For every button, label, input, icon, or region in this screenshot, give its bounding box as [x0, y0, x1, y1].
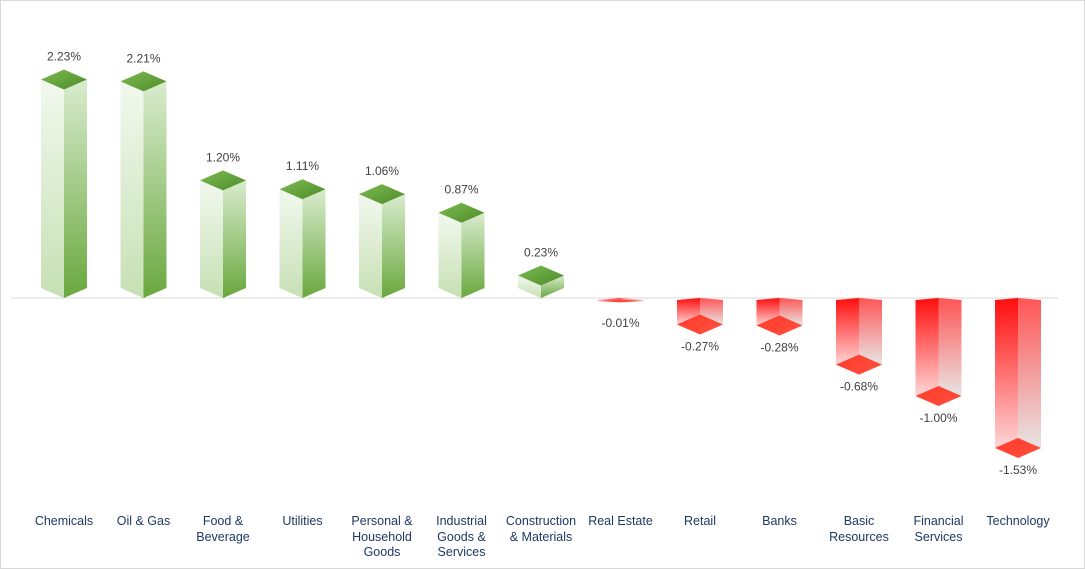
data-label: 0.23%: [524, 245, 558, 259]
category-label-line: Goods &: [437, 529, 486, 544]
data-label: -0.27%: [681, 339, 719, 353]
category-label: Retail: [661, 514, 739, 530]
category-label: Banks: [741, 514, 819, 530]
data-label: 1.11%: [286, 159, 319, 173]
bar-top-face: [200, 170, 246, 191]
data-label: -0.68%: [840, 380, 878, 394]
bar-top-face: [41, 69, 87, 90]
bar-bottom-face: [677, 314, 723, 335]
bar-front-face: [518, 275, 541, 298]
category-label: Financial Services: [900, 514, 978, 545]
category-label: Technology: [979, 514, 1057, 530]
bar-bottom-face: [995, 437, 1041, 458]
bar-top-face: [279, 179, 326, 200]
category-label-line: Services: [914, 529, 963, 544]
category-label-line: Financial: [913, 514, 964, 528]
bar-top-face: [438, 202, 485, 223]
category-label-line: Oil & Gas: [116, 514, 171, 528]
bar-side-face: [223, 180, 246, 298]
bar-front-face: [836, 298, 859, 365]
bar-side-face: [859, 298, 882, 365]
data-label: -1.00%: [919, 411, 957, 425]
category-label-line: Chemicals: [34, 514, 94, 528]
category-label: Construction & Materials: [502, 514, 580, 545]
data-label: -1.53%: [999, 463, 1037, 477]
category-label-line: Retail: [684, 514, 716, 528]
category-label-line: Technology: [986, 514, 1050, 528]
category-label: Real Estate: [582, 514, 660, 530]
category-label-line: Household: [352, 529, 412, 544]
bar-bottom-face: [756, 315, 803, 336]
bar-front-face: [120, 81, 144, 298]
bar-side-face: [541, 275, 564, 298]
category-label-line: Industrial: [436, 514, 487, 528]
bar-side-face: [1018, 298, 1041, 448]
category-label-line: & Materials: [509, 529, 573, 544]
category-label: Oil & Gas: [105, 514, 183, 530]
bar-front-face: [200, 180, 223, 298]
bar-bottom-face: [597, 299, 644, 303]
category-label-line: Resources: [829, 529, 889, 544]
data-label: -0.01%: [601, 316, 639, 330]
bar-side-face: [64, 79, 87, 299]
category-label-line: Services: [437, 545, 486, 559]
category-label: Industrial Goods & Services: [423, 514, 501, 561]
bar-bottom-face: [915, 386, 962, 406]
data-label: 2.21%: [126, 51, 160, 65]
category-label-line: Construction: [505, 514, 577, 528]
bar-front-face: [995, 298, 1018, 448]
data-label: 0.87%: [444, 183, 478, 197]
category-label-line: Real Estate: [588, 514, 653, 528]
data-label: 2.23%: [47, 49, 81, 63]
bar-front-face: [41, 79, 64, 299]
bar-top-face: [120, 71, 167, 92]
category-label: Basic Resources: [820, 514, 898, 545]
bar-bottom-face: [836, 354, 882, 375]
category-label: Personal & Household Goods: [343, 514, 421, 561]
category-label: Food & Beverage: [184, 514, 262, 545]
bar-side-face: [461, 212, 485, 298]
bar-front-face: [915, 298, 939, 396]
bar-front-face: [279, 189, 303, 298]
bar-front-face: [438, 212, 462, 298]
category-label-line: Utilities: [282, 514, 323, 528]
category-label-line: Food &: [202, 514, 244, 528]
category-label-line: Goods: [363, 545, 401, 559]
bar-side-face: [938, 298, 962, 396]
bar-side-face: [143, 81, 167, 298]
category-label: Chemicals: [25, 514, 103, 530]
data-label: 1.06%: [365, 164, 399, 178]
bar-top-face: [518, 265, 564, 286]
bar-side-face: [302, 189, 326, 298]
bar-side-face: [382, 194, 405, 298]
category-label-line: Basic: [843, 514, 875, 528]
category-label-line: Beverage: [196, 529, 250, 544]
data-label: -0.28%: [760, 340, 798, 354]
category-label-line: Banks: [762, 514, 797, 528]
bar-top-face: [359, 184, 405, 205]
bar-front-face: [359, 194, 382, 298]
category-label: Utilities: [264, 514, 342, 530]
category-label-line: Personal &: [351, 514, 413, 528]
data-label: 1.20%: [206, 150, 240, 164]
